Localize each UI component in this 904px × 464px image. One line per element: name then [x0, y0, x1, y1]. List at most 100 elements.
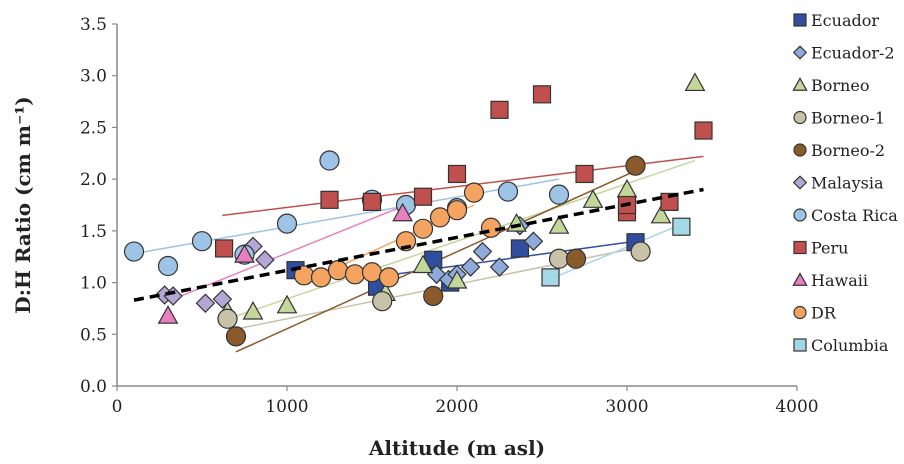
legend-item-ecuador: Ecuador	[793, 11, 879, 30]
legend-marker-ecuador-2	[792, 45, 808, 60]
legend-item-costa-rica: Costa Rica	[793, 206, 898, 225]
legend-marker-malaysia	[792, 175, 808, 190]
point-costa-rica	[548, 184, 570, 205]
legend-label: Malaysia	[811, 174, 884, 193]
legend-marker-borneo-1	[793, 110, 807, 125]
legend-marker-ecuador	[793, 13, 807, 27]
legend-label: Ecuador-2	[811, 44, 895, 63]
legend-marker-costa-rica	[793, 208, 807, 222]
point-ecuador-2	[460, 257, 481, 277]
point-borneo-2	[225, 326, 247, 347]
point-malaysia	[195, 293, 216, 314]
y-tick-label: 1.5	[80, 222, 107, 242]
legend-marker-dr	[793, 305, 807, 320]
legend-marker-borneo	[792, 77, 808, 91]
series-hawaii	[157, 202, 413, 324]
legend-item-columbia: Columbia	[793, 336, 889, 355]
y-tick-label: 2.0	[80, 170, 107, 190]
y-tick-label: 2.5	[80, 118, 107, 138]
point-borneo	[616, 178, 638, 198]
tick-labels: 0 1000 2000 3000 4000 0.0 0.5 1.0 1.5 2.0 2.5 3.0 3.…	[80, 15, 819, 417]
legend-label: Borneo-1	[811, 109, 885, 128]
point-peru	[447, 164, 467, 184]
point-hawaii	[157, 305, 179, 324]
trendline-columbia	[541, 224, 679, 284]
point-ecuador	[510, 239, 529, 258]
series-borneo-2	[225, 155, 646, 347]
point-costa-rica	[123, 241, 145, 262]
axes	[112, 23, 798, 391]
legend-item-malaysia: Malaysia	[792, 174, 884, 193]
x-tick-label: 2000	[435, 397, 478, 417]
data-points	[123, 72, 713, 347]
point-peru	[215, 239, 234, 258]
point-borneo-2	[565, 248, 587, 269]
point-borneo-2	[423, 285, 444, 307]
series-peru	[215, 85, 713, 258]
point-dr	[446, 200, 468, 221]
legend-item-hawaii: Hawaii	[792, 271, 868, 290]
point-ecuador-2	[472, 241, 493, 262]
legend-label: Ecuador	[811, 11, 879, 30]
legend-item-dr: DR	[793, 304, 837, 323]
point-dr	[395, 231, 417, 252]
point-borneo	[276, 294, 298, 314]
trendline-borneo	[218, 159, 696, 323]
x-axis-title: Altitude (m asl)	[368, 436, 545, 460]
point-columbia	[672, 217, 691, 236]
point-borneo-2	[625, 155, 646, 176]
y-tick-label: 3.0	[80, 67, 107, 87]
y-tick-label: 3.5	[80, 15, 107, 35]
point-borneo	[650, 204, 672, 224]
point-costa-rica	[191, 231, 213, 252]
legend-marker-columbia	[793, 338, 807, 352]
point-borneo	[684, 72, 706, 92]
point-dr	[344, 264, 366, 285]
series-dr	[293, 182, 502, 288]
point-dr	[361, 262, 383, 283]
y-tick-label: 0.0	[80, 377, 107, 397]
legend-item-borneo-2: Borneo-2	[793, 141, 885, 160]
point-malaysia	[255, 250, 275, 270]
point-dr	[310, 267, 332, 288]
point-borneo	[582, 189, 604, 208]
legend-item-peru: Peru	[793, 239, 848, 258]
legend-label: Borneo	[811, 76, 869, 95]
x-tick-label: 3000	[605, 397, 648, 417]
point-columbia	[541, 268, 560, 287]
legend-label: DR	[811, 304, 837, 323]
point-borneo	[242, 300, 264, 320]
legend-item-borneo-1: Borneo-1	[793, 109, 885, 128]
point-borneo-1	[372, 291, 393, 312]
point-peru	[320, 190, 339, 209]
point-malaysia	[212, 289, 233, 309]
point-costa-rica	[157, 255, 179, 277]
legend-label: Columbia	[811, 336, 889, 355]
point-borneo-1	[630, 241, 651, 262]
legend-label: Hawaii	[811, 271, 868, 290]
y-tick-label: 1.0	[80, 274, 107, 294]
series-borneo-1	[217, 241, 651, 329]
series-malaysia	[154, 236, 275, 314]
x-tick-label: 1000	[265, 397, 308, 417]
point-dr	[378, 267, 400, 288]
legend-marker-hawaii	[792, 272, 808, 286]
point-peru	[694, 121, 713, 140]
point-peru	[413, 187, 433, 206]
point-borneo	[446, 269, 468, 289]
point-costa-rica	[319, 150, 340, 171]
legend-marker-peru	[793, 240, 807, 255]
legend-label: Borneo-2	[811, 141, 885, 160]
point-peru	[660, 192, 679, 211]
point-ecuador-2	[489, 257, 510, 277]
point-peru	[532, 85, 552, 104]
legend-item-ecuador-2: Ecuador-2	[792, 44, 895, 63]
legend-label: Costa Rica	[811, 206, 898, 225]
point-ecuador-2	[523, 231, 544, 251]
legend-item-borneo: Borneo	[792, 76, 869, 95]
trendline-peru	[222, 155, 704, 217]
point-costa-rica	[276, 213, 298, 234]
overall-trendline	[133, 187, 704, 302]
point-borneo	[412, 254, 434, 274]
